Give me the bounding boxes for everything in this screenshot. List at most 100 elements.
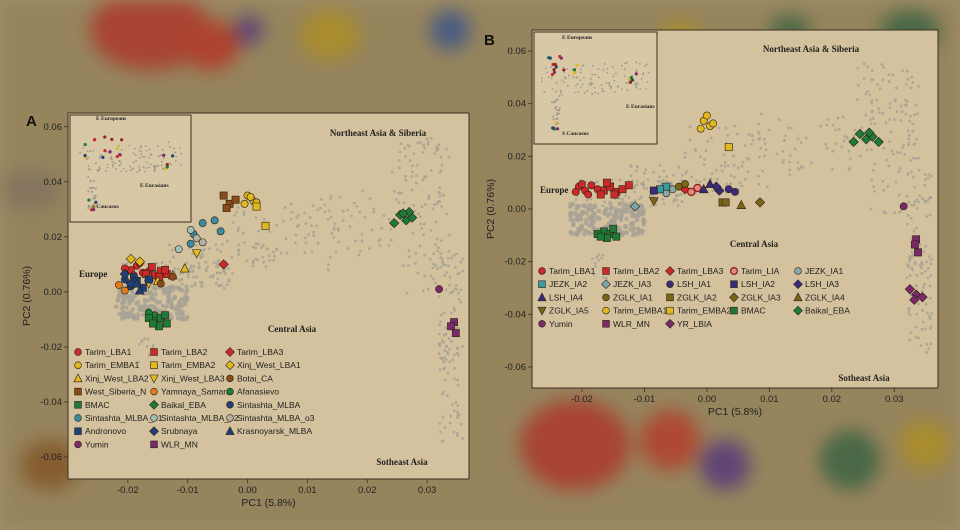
reference-point — [763, 137, 766, 141]
reference-point — [197, 266, 201, 270]
reference-point — [447, 337, 451, 340]
reference-point — [452, 253, 456, 257]
series-tarim-emba1 — [696, 111, 718, 133]
reference-point — [429, 137, 433, 140]
legend-entry: Tarim_LIA — [729, 266, 780, 276]
inset-highlight-point — [629, 75, 633, 80]
inset-highlight-point — [83, 142, 87, 147]
reference-point — [444, 332, 448, 336]
reference-point — [629, 174, 633, 178]
reference-point — [456, 431, 459, 435]
reference-point — [294, 233, 298, 237]
reference-point — [926, 199, 929, 203]
reference-point — [788, 168, 792, 172]
reference-point — [442, 193, 445, 197]
reference-point — [200, 252, 204, 256]
legend-entry: Tarim_EMBA1 — [74, 360, 140, 370]
inset-highlight-point — [103, 135, 107, 139]
reference-point — [908, 259, 912, 263]
inset-thumbnail: E Europeans E Eurasians S Caucasus — [69, 114, 192, 223]
legend-marker — [602, 320, 610, 328]
legend-entry: ZGLK_IA2 — [666, 292, 717, 302]
reference-point — [290, 211, 294, 214]
reference-point — [220, 242, 224, 246]
inset-point — [111, 165, 114, 168]
reference-point — [445, 345, 448, 348]
reference-point — [777, 118, 781, 122]
reference-point — [862, 62, 866, 66]
data-point — [168, 272, 177, 281]
reference-point — [438, 323, 442, 327]
reference-point — [148, 353, 151, 356]
reference-point — [688, 138, 692, 142]
reference-point — [623, 230, 629, 236]
reference-point — [439, 430, 443, 434]
inset-highlight-point — [628, 78, 632, 82]
inset-point — [143, 170, 146, 173]
reference-point — [451, 403, 454, 406]
reference-point — [261, 243, 265, 247]
reference-point — [732, 163, 736, 167]
reference-point — [121, 300, 127, 305]
reference-point — [405, 291, 409, 295]
inset-point — [556, 112, 559, 115]
series-yr-lbia — [904, 284, 928, 305]
data-point — [447, 322, 455, 331]
reference-point — [882, 65, 886, 69]
reference-point — [751, 138, 755, 142]
reference-point — [878, 111, 882, 114]
reference-point — [422, 233, 425, 237]
reference-point — [438, 194, 442, 198]
reference-point — [357, 253, 361, 257]
reference-point — [926, 276, 930, 280]
reference-point — [182, 301, 188, 307]
reference-point — [124, 305, 129, 311]
series-tarim-lba2 — [141, 263, 171, 281]
reference-point — [176, 285, 180, 289]
reference-point — [636, 229, 642, 235]
reference-point — [643, 171, 646, 175]
reference-point — [227, 280, 231, 283]
reference-point — [919, 344, 923, 347]
reference-point — [419, 215, 423, 219]
reference-point — [642, 186, 646, 190]
reference-point — [881, 78, 885, 82]
reference-point — [407, 249, 411, 253]
inset-highlight-point — [108, 150, 112, 154]
reference-point — [633, 198, 637, 202]
reference-point — [634, 217, 640, 223]
reference-point — [927, 266, 930, 270]
inset-point — [106, 166, 109, 169]
reference-point — [646, 178, 650, 181]
reference-point — [401, 264, 405, 268]
reference-point — [414, 181, 418, 185]
reference-point — [264, 265, 268, 268]
reference-point — [929, 262, 933, 266]
inset-point — [558, 109, 561, 112]
reference-point — [624, 216, 629, 222]
legend-marker — [730, 306, 738, 315]
reference-point — [631, 226, 636, 231]
panel-A: E Europeans E Eurasians S Caucasus Northeas… — [21, 112, 470, 509]
series-sintashta-mlba-o2 — [174, 226, 195, 254]
series-zglk-ia5 — [648, 197, 659, 207]
data-point — [240, 199, 249, 208]
reference-point — [225, 283, 229, 287]
reference-point — [847, 149, 851, 153]
legend-entry: JEZK_IA3 — [601, 279, 652, 289]
reference-point — [928, 284, 932, 288]
reference-point — [715, 168, 719, 172]
reference-point — [454, 400, 458, 404]
data-point — [144, 275, 153, 284]
data-point — [693, 183, 702, 193]
reference-point — [230, 255, 234, 259]
inset-point — [581, 65, 584, 68]
data-point — [261, 221, 270, 230]
reference-point — [180, 282, 184, 286]
reference-point — [694, 147, 698, 151]
reference-point — [889, 130, 893, 134]
reference-point — [796, 161, 800, 164]
reference-point — [446, 256, 450, 260]
inset-highlight-point — [551, 62, 555, 67]
reference-point — [160, 303, 166, 309]
